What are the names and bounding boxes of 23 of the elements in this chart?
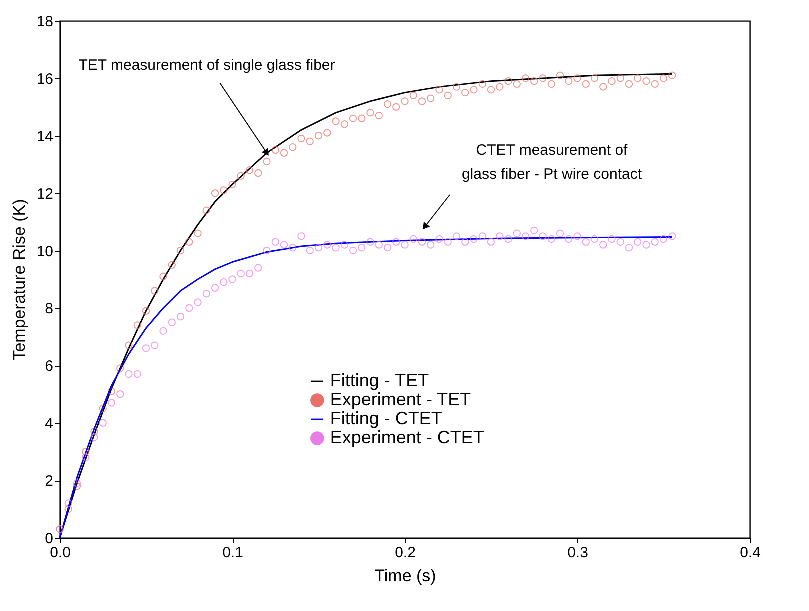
y-tick-label: 16 <box>36 70 54 88</box>
x-tick-label: 0.0 <box>50 544 71 562</box>
y-tick-label: 4 <box>45 416 54 433</box>
y-tick-label: 0 <box>45 530 54 548</box>
annotation: CTET measurement of glass fiber - Pt wire contact <box>462 142 643 183</box>
legend-label: Fitting - TET <box>330 370 430 391</box>
y-tick-label: 10 <box>36 243 54 260</box>
y-tick-label: 2 <box>45 473 54 490</box>
x-tick-label: 0.3 <box>568 544 588 562</box>
legend-label: Experiment - CTET <box>330 428 484 448</box>
x-tick-label: 0.4 <box>740 544 761 562</box>
annotation: TET measurement of single glass fiber <box>78 57 336 74</box>
x-tick-label: 0.1 <box>222 544 244 562</box>
y-axis-title: Temperature Rise (K) <box>10 199 29 361</box>
y-tick-label: 6 <box>45 358 54 376</box>
y-tick-label: 12 <box>36 186 54 203</box>
legend-label: Fitting - CTET <box>330 408 442 429</box>
x-axis-title: Time (s) <box>374 566 436 586</box>
y-tick-label: 18 <box>36 14 54 30</box>
y-tick-label: 8 <box>45 300 54 318</box>
y-tick-label: 14 <box>36 128 54 146</box>
x-tick-label: 0.2 <box>395 544 416 562</box>
legend-label: Experiment - TET <box>330 390 472 410</box>
